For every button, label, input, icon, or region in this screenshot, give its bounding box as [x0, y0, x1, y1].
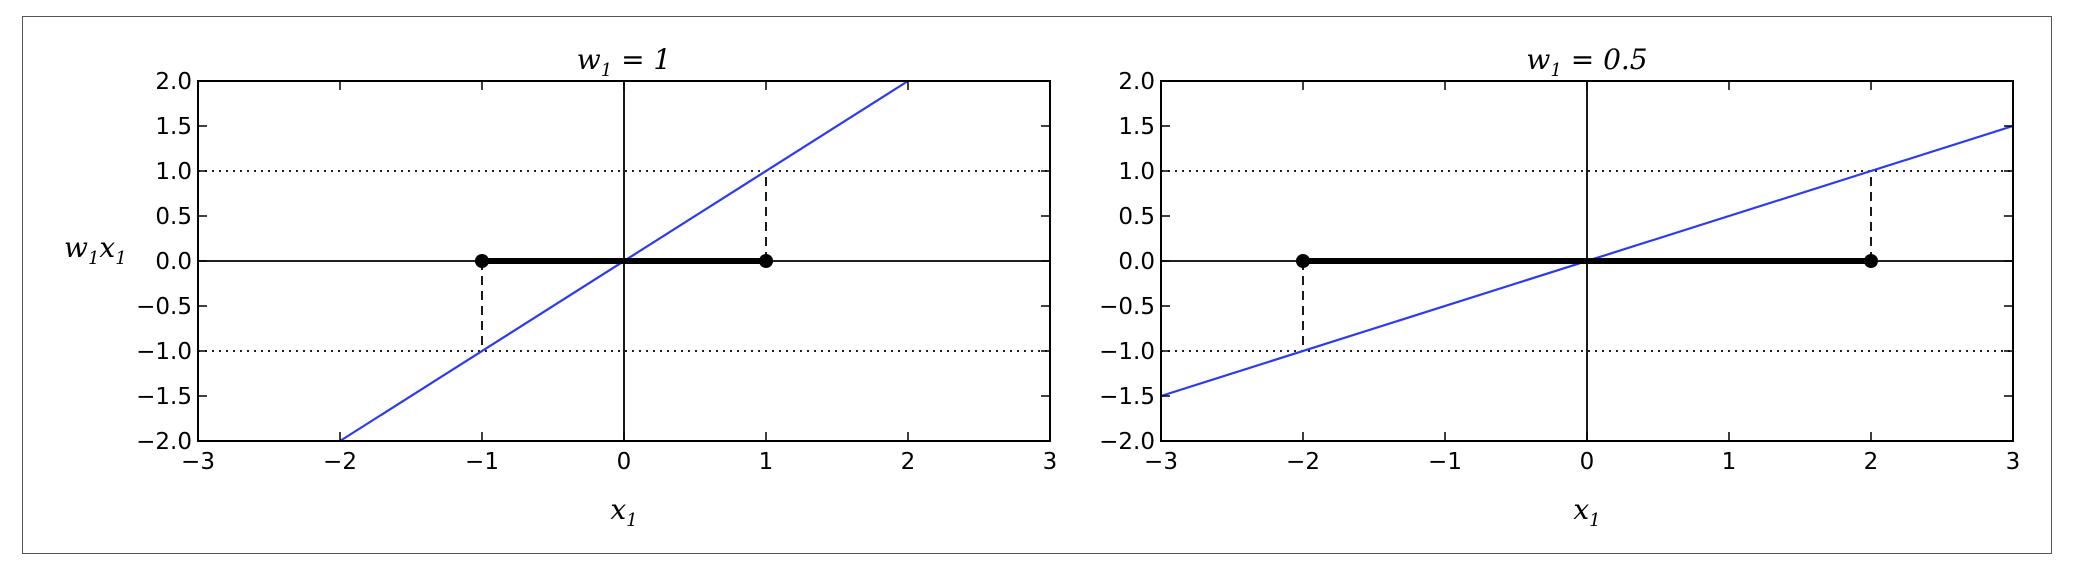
panel2-segment-endpoint-0 — [1296, 254, 1310, 268]
panel2-x-tick-label-6: 3 — [2006, 449, 2021, 475]
panel2-x-tick-label-4: 1 — [1722, 449, 1737, 475]
panel2-y-tick-label-0: 2.0 — [1118, 69, 1155, 95]
panel2-chart-title: w1 = 0.5 — [1526, 43, 1647, 81]
panel1-x-tick-label-2: −1 — [465, 449, 499, 475]
panel1-y-tick-label-2: 1.0 — [155, 159, 192, 185]
panel1-y-tick-label-6: −1.0 — [136, 339, 192, 365]
panel1-y-tick-label-4: 0.0 — [155, 249, 192, 275]
panel1-y-tick-label-0: 2.0 — [155, 69, 192, 95]
panel1-x-tick-label-5: 2 — [901, 449, 916, 475]
panel1-y-axis-label: w1x1 — [64, 231, 127, 269]
panel1-y-tick-label-8: −2.0 — [136, 429, 192, 455]
panel1-x-tick-label-4: 1 — [759, 449, 774, 475]
panel2-segment-endpoint-1 — [1864, 254, 1878, 268]
panel1-y-tick-label-1: 1.5 — [155, 114, 192, 140]
panel2-y-tick-label-3: 0.5 — [1118, 204, 1155, 230]
panel2-x-tick-label-3: 0 — [1580, 449, 1595, 475]
panel2-y-tick-label-7: −1.5 — [1099, 384, 1155, 410]
panel2-y-tick-label-1: 1.5 — [1118, 114, 1155, 140]
panel2-x-tick-label-1: −2 — [1286, 449, 1320, 475]
panel2-y-tick-label-2: 1.0 — [1118, 159, 1155, 185]
figure-frame — [22, 16, 2052, 554]
panel2-y-tick-label-8: −2.0 — [1099, 429, 1155, 455]
panel2-y-tick-label-4: 0.0 — [1118, 249, 1155, 275]
panel2-x-axis-label: x1 — [1573, 493, 1600, 531]
panel1-y-tick-label-5: −0.5 — [136, 294, 192, 320]
panel1-x-axis-label: x1 — [610, 493, 637, 531]
panel2-x-tick-label-0: −3 — [1144, 449, 1178, 475]
panel1-x-tick-label-6: 3 — [1043, 449, 1058, 475]
panel1-segment-endpoint-1 — [759, 254, 773, 268]
panel1-x-tick-label-1: −2 — [323, 449, 357, 475]
panel2-y-tick-label-6: −1.0 — [1099, 339, 1155, 365]
panel2-y-tick-label-5: −0.5 — [1099, 294, 1155, 320]
panel1-y-tick-label-7: −1.5 — [136, 384, 192, 410]
panel1-chart-title: w1 = 1 — [577, 43, 672, 81]
panel2-x-tick-label-2: −1 — [1428, 449, 1462, 475]
panel1-x-tick-label-3: 0 — [617, 449, 632, 475]
panel1-segment-endpoint-0 — [475, 254, 489, 268]
panel2-x-tick-label-5: 2 — [1864, 449, 1879, 475]
panel1-x-tick-label-0: −3 — [181, 449, 215, 475]
panel1-y-tick-label-3: 0.5 — [155, 204, 192, 230]
